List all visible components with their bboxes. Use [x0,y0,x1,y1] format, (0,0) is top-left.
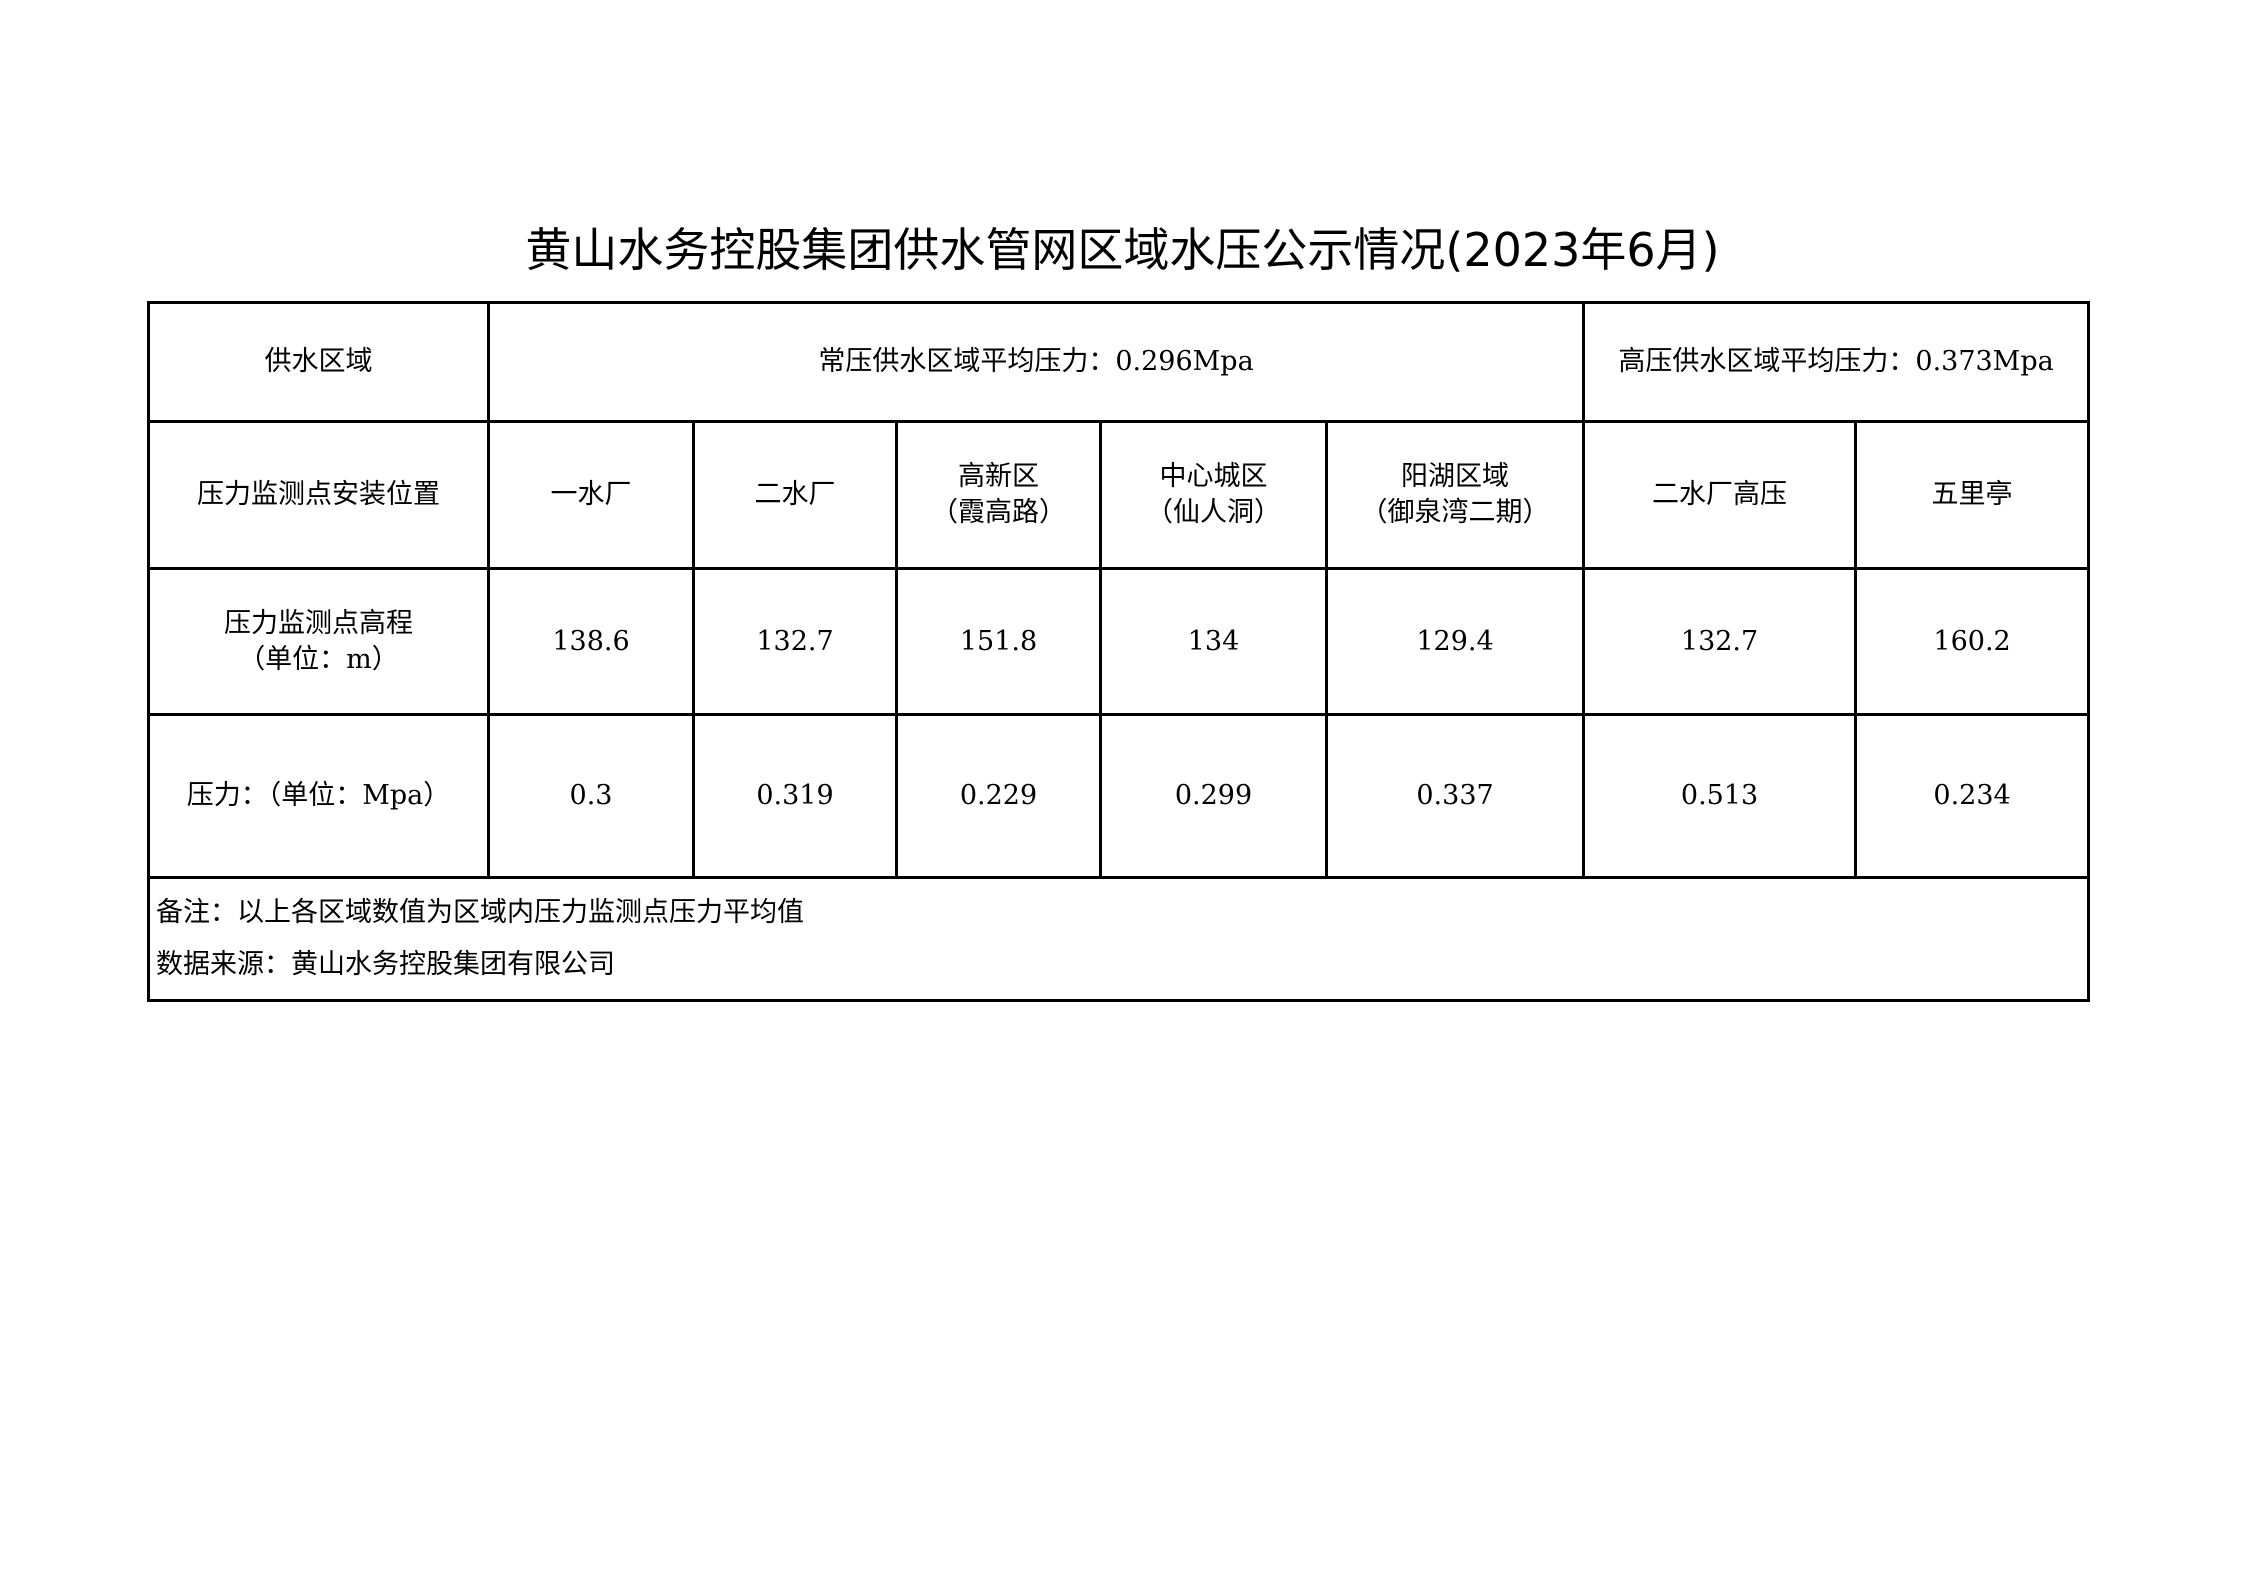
notes-cell: 备注：以上各区域数值为区域内压力监测点压力平均值 数据来源：黄山水务控股集团有限… [146,876,2091,1002]
site-pressure: 0.299 [1099,713,1328,879]
page-title: 黄山水务控股集团供水管网区域水压公示情况(2023年6月) [525,223,1720,277]
pressure-label: 压力：（单位：Mpa） [147,713,490,879]
site-subname: （仙人洞） [1146,497,1281,528]
elevation-label: 压力监测点高程 （单位：m） [147,567,490,716]
site-name: 二水厂 [754,479,836,510]
region-label: 供水区域 [147,301,490,423]
elevation-label-line2: （单位：m） [238,643,399,675]
site-elevation: 138.6 [487,567,695,716]
site-location: 高新区 （霞高路） [895,420,1102,570]
site-location: 一水厂 [487,420,695,570]
site-location: 二水厂 [692,420,898,570]
site-elevation: 151.8 [895,567,1102,716]
notes-row: 备注：以上各区域数值为区域内压力监测点压力平均值 数据来源：黄山水务控股集团有限… [146,876,2091,1002]
elevation-label-line1: 压力监测点高程 [224,607,413,639]
source-note: 数据来源：黄山水务控股集团有限公司 [156,949,615,980]
site-pressure: 0.513 [1582,713,1858,879]
site-pressure: 0.234 [1854,713,2091,879]
remark-note: 备注：以上各区域数值为区域内压力监测点压力平均值 [156,897,804,928]
pressure-row: 压力：（单位：Mpa） 0.3 0.319 0.229 0.299 0.337 0.513… [147,713,2091,879]
normal-pressure-average: 常压供水区域平均压力：0.296Mpa [486,301,1586,423]
site-location: 二水厂高压 [1582,420,1858,570]
site-pressure: 0.3 [487,713,695,879]
site-pressure: 0.319 [692,713,898,879]
site-name: 高新区 [958,461,1039,492]
site-pressure: 0.337 [1324,713,1586,879]
site-elevation: 160.2 [1854,567,2091,716]
site-name: 一水厂 [550,479,632,510]
high-pressure-average: 高压供水区域平均压力：0.373Mpa [1582,301,2091,423]
site-subname: （霞高路） [931,497,1066,528]
site-name: 阳湖区域 [1401,461,1510,492]
region-header-row: 供水区域 常压供水区域平均压力：0.296Mpa 高压供水区域平均压力：0.37… [147,301,2091,423]
site-elevation: 132.7 [692,567,898,716]
site-name: 二水厂高压 [1652,479,1788,510]
location-label: 压力监测点安装位置 [147,420,490,570]
elevation-row: 压力监测点高程 （单位：m） 138.6 132.7 151.8 134 129.4 132… [147,567,2091,716]
site-elevation: 134 [1099,567,1328,716]
site-name: 五里亭 [1931,479,2013,510]
site-subname: （御泉湾二期） [1360,497,1550,528]
site-elevation: 132.7 [1582,567,1858,716]
site-location: 阳湖区域 （御泉湾二期） [1324,420,1586,570]
location-row: 压力监测点安装位置 一水厂 二水厂 高新区 （霞高路） 中心城区 （仙人洞） 阳湖区域 （御泉… [147,420,2091,570]
site-location: 中心城区 （仙人洞） [1099,420,1328,570]
site-name: 中心城区 [1159,461,1268,492]
water-pressure-table: 供水区域 常压供水区域平均压力：0.296Mpa 高压供水区域平均压力：0.37… [146,301,2091,1002]
site-pressure: 0.229 [895,713,1102,879]
site-location: 五里亭 [1854,420,2091,570]
site-elevation: 129.4 [1324,567,1586,716]
